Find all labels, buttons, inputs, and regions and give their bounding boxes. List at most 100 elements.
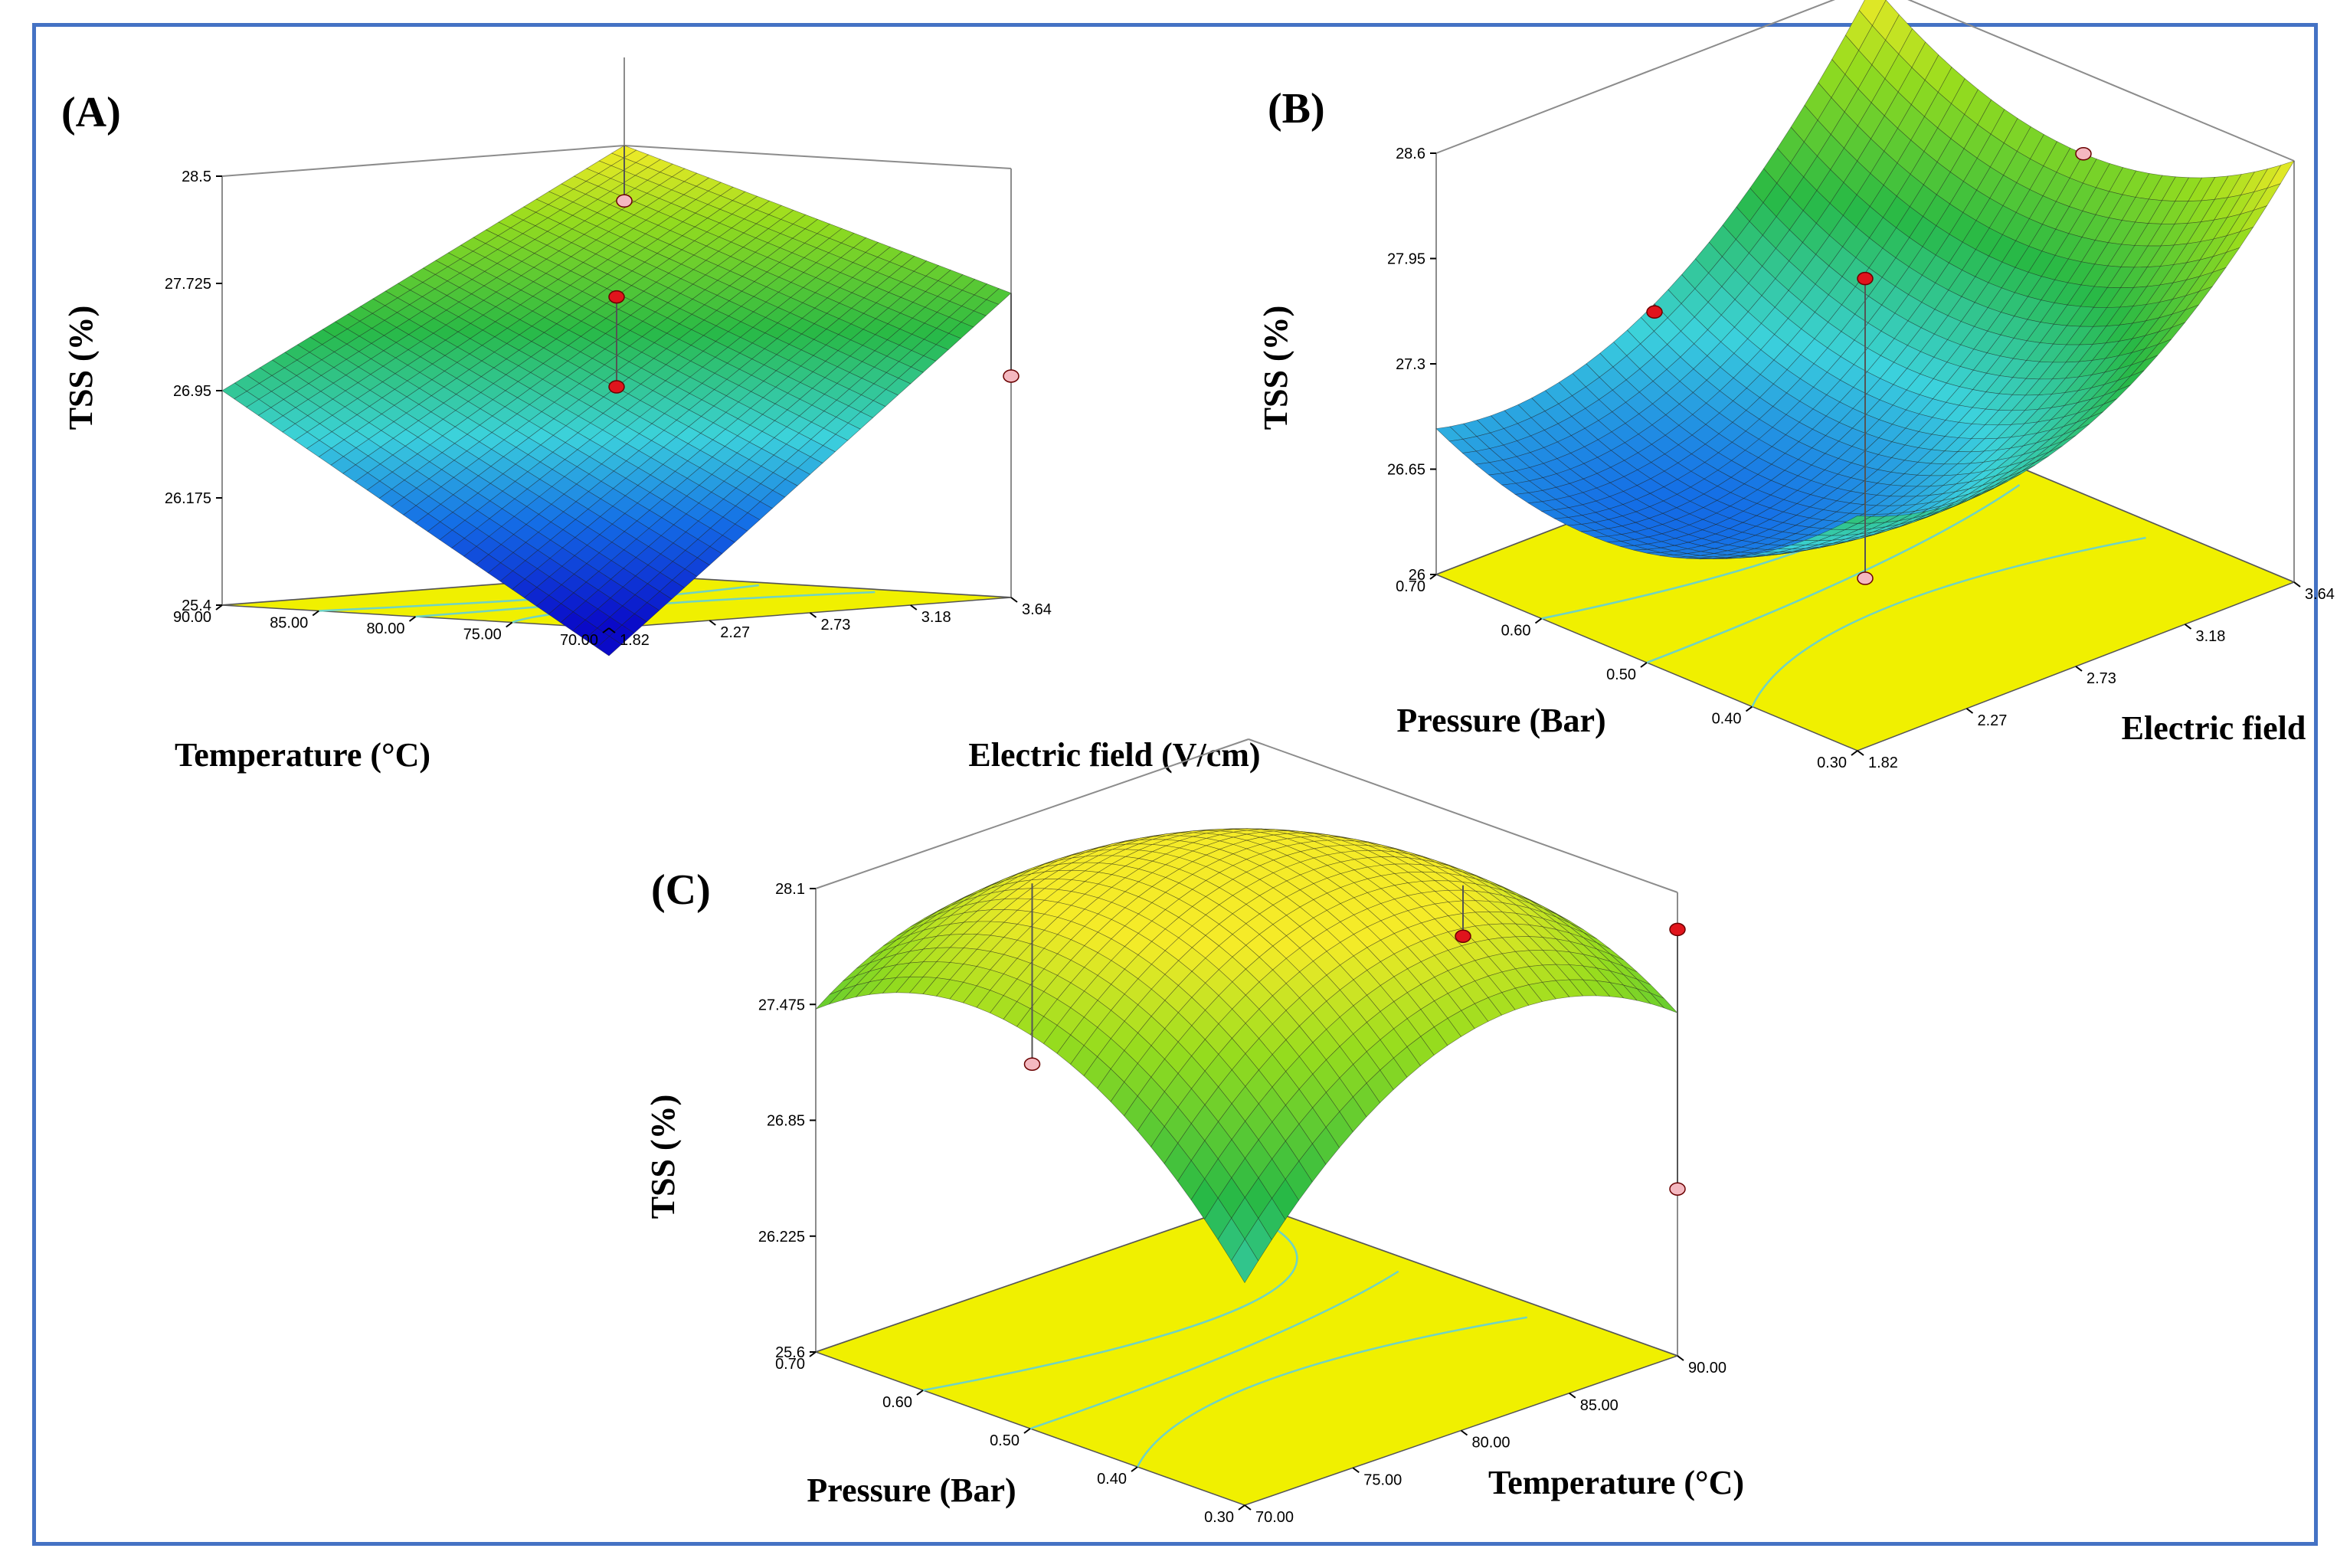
- design-point: [2075, 147, 2092, 161]
- x-tick-mark: [1238, 1504, 1245, 1511]
- z-tick-label: 26: [1409, 567, 1425, 584]
- y-tick-label: 1.82: [620, 632, 650, 649]
- panel-b: 26 26.65 27.3 27.95 28.6 0.30 0.40 0.50 0.60 0.70…: [1257, 0, 2335, 771]
- x-tick-label: 0.50: [1606, 666, 1636, 683]
- x-tick-label: 0.60: [1501, 623, 1531, 640]
- z-tick-label: 26.175: [165, 490, 211, 507]
- x-axis-title: Pressure (Bar): [807, 1471, 1016, 1509]
- y-tick-mark: [1677, 1355, 1684, 1361]
- x-tick-label: 0.40: [1712, 711, 1742, 728]
- y-tick-label: 3.64: [1022, 601, 1052, 618]
- floor-contour: [1751, 536, 2146, 708]
- top-left-edge: [815, 738, 1249, 889]
- design-point: [1023, 1057, 1041, 1071]
- x-tick-label: 0.50: [990, 1432, 1020, 1449]
- panel-label: (A): [61, 89, 121, 136]
- x-tick-label: 0.30: [1204, 1509, 1234, 1526]
- y-tick-label: 1.82: [1868, 755, 1898, 771]
- x-tick-label: 80.00: [366, 620, 404, 637]
- x-tick-label: 90.00: [173, 609, 211, 626]
- x-tick-mark: [408, 616, 417, 622]
- x-tick-label: 0.70: [775, 1356, 805, 1373]
- y-axis-title: Electric field: [2122, 709, 2306, 747]
- x-tick-label: 0.60: [882, 1394, 912, 1411]
- z-tick-label: 26.95: [173, 383, 211, 400]
- panel-c: 25.6 26.225 26.85 27.475 28.1 0.30 0.40 0.50 0.6…: [644, 738, 1744, 1526]
- y-tick-mark: [2075, 666, 2083, 672]
- z-tick-label: 27.3: [1396, 356, 1425, 373]
- y-tick-mark: [2293, 581, 2301, 588]
- z-axis-title: TSS (%): [644, 1095, 682, 1219]
- panel-label: (B): [1268, 85, 1325, 133]
- y-tick-mark: [709, 620, 716, 626]
- x-axis-title: Temperature (°C): [175, 736, 430, 774]
- x-tick-mark: [1023, 1428, 1031, 1434]
- x-tick-mark: [1534, 617, 1543, 624]
- x-tick-label: 0.70: [1396, 578, 1425, 595]
- x-tick-mark: [506, 621, 513, 628]
- design-point: [1669, 922, 1686, 937]
- z-axis-title: TSS (%): [1257, 306, 1294, 430]
- y-tick-mark: [910, 604, 918, 611]
- z-tick-label: 25.6: [775, 1344, 805, 1361]
- x-tick-label: 0.40: [1097, 1471, 1127, 1488]
- x-tick-mark: [809, 1351, 817, 1357]
- y-tick-mark: [1857, 750, 1864, 756]
- response-surface: [1435, 0, 2295, 560]
- y-tick-label: 70.00: [1255, 1509, 1294, 1526]
- y-axis-title: Electric field (V/cm): [968, 736, 1260, 774]
- design-point: [1003, 369, 1020, 383]
- design-point: [616, 194, 633, 208]
- x-tick-label: 70.00: [560, 632, 598, 649]
- design-point: [608, 380, 625, 394]
- y-tick-label: 90.00: [1688, 1360, 1726, 1377]
- y-tick-label: 2.73: [821, 617, 851, 633]
- design-point: [608, 290, 625, 304]
- y-tick-label: 3.64: [2305, 586, 2335, 603]
- top-right-edge: [1907, 0, 2295, 162]
- y-tick-label: 2.27: [720, 624, 750, 641]
- panel-a: 25.4 26.175 26.95 27.725 28.5 70.00 75.00 80.00…: [61, 57, 1261, 774]
- x-tick-mark: [1640, 662, 1648, 668]
- floor-contour: [1136, 1316, 1527, 1468]
- floor-contour: [1029, 1270, 1399, 1430]
- y-tick-label: 2.73: [2087, 670, 2116, 687]
- x-tick-mark: [312, 610, 319, 617]
- floor-contour: [922, 1224, 1298, 1392]
- z-tick-label: 26.225: [758, 1229, 805, 1246]
- y-tick-mark: [1244, 1504, 1252, 1511]
- z-tick-label: 28.6: [1396, 146, 1425, 162]
- design-point: [1646, 305, 1663, 319]
- panel-label: (C): [651, 866, 711, 914]
- z-tick-label: 27.95: [1387, 251, 1425, 268]
- x-tick-mark: [1745, 705, 1753, 712]
- z-tick-label: 25.4: [182, 597, 211, 614]
- top-right-edge: [624, 145, 1012, 169]
- x-tick-label: 75.00: [463, 627, 502, 643]
- y-tick-mark: [809, 612, 817, 618]
- y-tick-label: 3.18: [921, 609, 951, 626]
- response-surface: [221, 145, 1012, 656]
- x-tick-mark: [1429, 574, 1437, 580]
- top-right-edge: [1248, 738, 1678, 893]
- z-tick-label: 26.65: [1387, 462, 1425, 479]
- figure-frame: [32, 23, 2318, 1546]
- floor-contour: [1646, 483, 2021, 664]
- z-tick-label: 28.5: [182, 169, 211, 185]
- design-point: [1857, 571, 1874, 585]
- design-point: [1669, 1182, 1686, 1196]
- x-tick-mark: [215, 604, 223, 611]
- response-surface: [815, 828, 1678, 1284]
- y-tick-mark: [2184, 624, 2192, 630]
- design-point: [1455, 929, 1471, 944]
- y-tick-mark: [608, 627, 616, 633]
- y-tick-mark: [1569, 1392, 1576, 1399]
- x-tick-label: 0.30: [1817, 755, 1847, 771]
- top-left-edge: [1435, 0, 1835, 154]
- y-tick-mark: [1965, 708, 1974, 714]
- surface-cell: [596, 636, 622, 656]
- surface-cell: [1231, 1239, 1259, 1284]
- x-tick-mark: [602, 627, 610, 633]
- design-point: [1857, 271, 1874, 286]
